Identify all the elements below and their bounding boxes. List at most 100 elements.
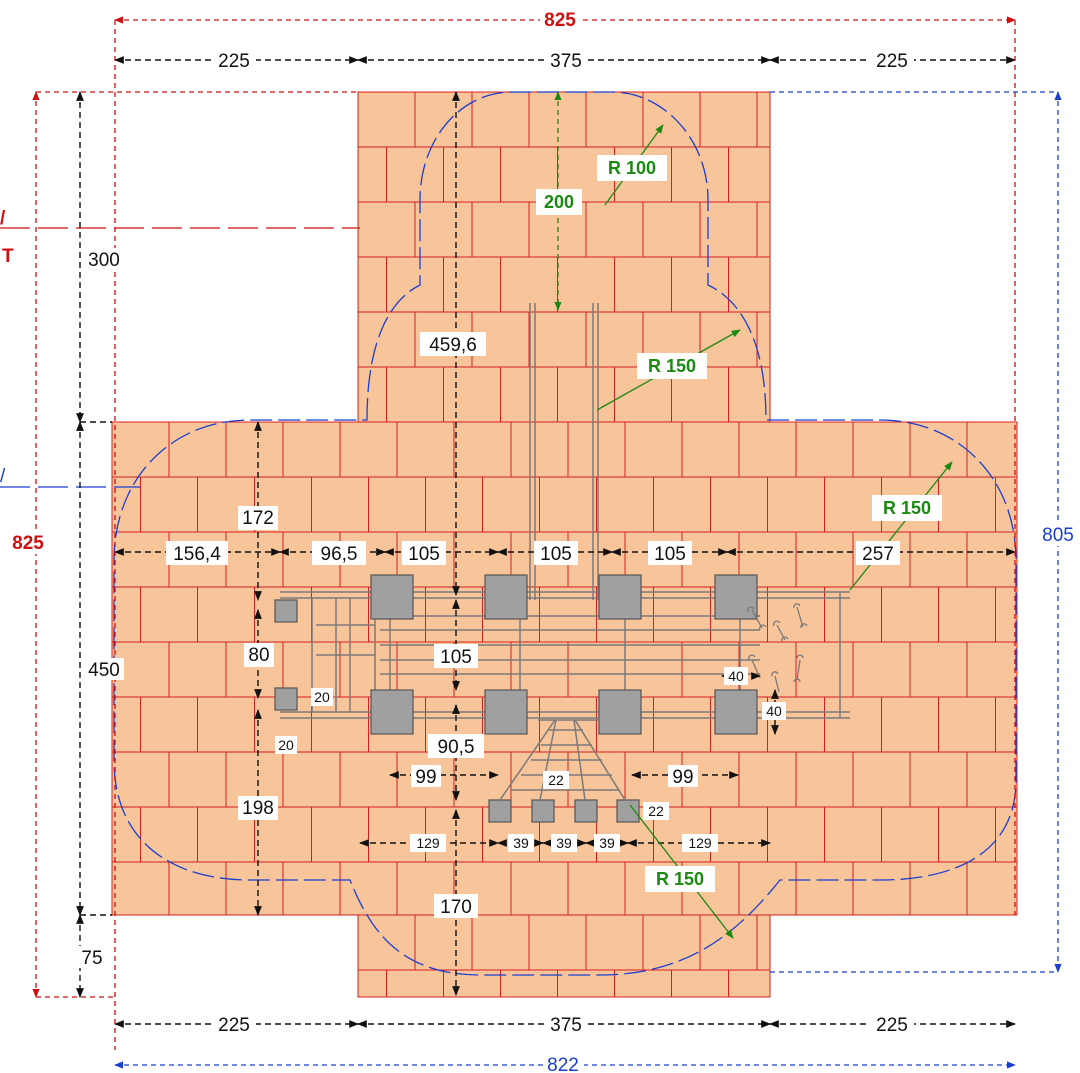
small-post [574, 799, 598, 823]
radius-mid: R 150 [648, 356, 696, 376]
red-line-glyph: / [0, 208, 6, 229]
dim-198: 198 [242, 798, 274, 819]
tile [471, 91, 530, 148]
post [598, 689, 642, 735]
dim-bottom-total: 822 [547, 1055, 579, 1073]
tile [414, 91, 473, 148]
tile [824, 696, 882, 753]
dim-left-bot: 75 [81, 948, 102, 969]
tile [386, 256, 444, 313]
tile [938, 696, 996, 753]
tile [111, 421, 170, 478]
tile [311, 806, 369, 863]
tile-area-top [357, 91, 771, 423]
tile [585, 311, 644, 368]
dim-172: 172 [242, 508, 274, 529]
tile [425, 586, 483, 643]
tile [824, 586, 882, 643]
tile [852, 861, 911, 916]
tile [624, 641, 683, 698]
tile [140, 586, 198, 643]
tile [710, 806, 768, 863]
dim-99-right: 99 [672, 767, 693, 788]
dim-top-total: 825 [544, 10, 576, 31]
tile [567, 641, 626, 698]
dim-80: 80 [248, 645, 269, 666]
tile [557, 969, 615, 998]
tile [357, 91, 416, 148]
tile [443, 366, 501, 423]
dim-99-left: 99 [415, 767, 436, 788]
small-post [616, 799, 640, 823]
tile [852, 751, 911, 808]
tile [471, 914, 530, 971]
tile [510, 421, 569, 478]
tile [168, 751, 227, 808]
small-post [274, 599, 298, 623]
tile [738, 421, 797, 478]
tile [386, 969, 444, 998]
tile [396, 421, 455, 478]
tile [453, 751, 512, 808]
tile [528, 311, 587, 368]
radius-top: R 100 [608, 158, 656, 178]
radius-markers [554, 91, 953, 939]
tile [653, 696, 711, 753]
tile [225, 421, 284, 478]
dimension-labels: 825 225 375 225 225 375 225 822 825 805 … [6, 8, 1080, 1073]
dim-left-top: 300 [88, 250, 120, 271]
tile [539, 476, 597, 533]
tile [282, 421, 341, 478]
dim-post-gap: 90,5 [438, 737, 475, 758]
tile [824, 806, 882, 863]
tile [795, 861, 854, 916]
tile [357, 969, 387, 998]
post [370, 574, 414, 620]
tile [140, 476, 198, 533]
tile [567, 751, 626, 808]
tile [111, 861, 170, 916]
tile [197, 696, 255, 753]
tile [311, 476, 369, 533]
tile [585, 201, 644, 258]
small-post [274, 687, 298, 711]
tile [357, 146, 387, 203]
tile [852, 641, 911, 698]
dim-center-bottom: 170 [440, 897, 472, 918]
tile [557, 366, 615, 423]
tile [756, 914, 771, 971]
tile [567, 421, 626, 478]
tile [966, 531, 1018, 588]
tile [453, 421, 512, 478]
tile-area-bottom [357, 914, 771, 998]
dim-row-5: 257 [862, 544, 894, 565]
tile [795, 531, 854, 588]
tile [767, 476, 825, 533]
tile [357, 201, 416, 258]
dim-net-22b: 22 [648, 803, 664, 819]
dim-top-mid: 375 [550, 51, 582, 72]
dim-bottom-row-1: 39 [513, 835, 529, 851]
tile [386, 146, 444, 203]
tile [539, 586, 597, 643]
tile [168, 861, 227, 916]
small-post [488, 799, 512, 823]
tile [614, 256, 672, 313]
tile [471, 201, 530, 258]
tile [938, 586, 996, 643]
tile [795, 751, 854, 808]
tile [938, 476, 996, 533]
tile [728, 366, 771, 423]
tile [852, 421, 911, 478]
tile-area-middle [111, 421, 1018, 916]
tile [653, 586, 711, 643]
tile [671, 256, 729, 313]
tile [614, 969, 672, 998]
climbing-holds [747, 603, 808, 693]
tile [995, 696, 1018, 753]
dim-net-22a: 22 [548, 772, 564, 788]
tile [339, 861, 398, 916]
tile [557, 256, 615, 313]
dim-post-spacing: 105 [440, 647, 472, 668]
